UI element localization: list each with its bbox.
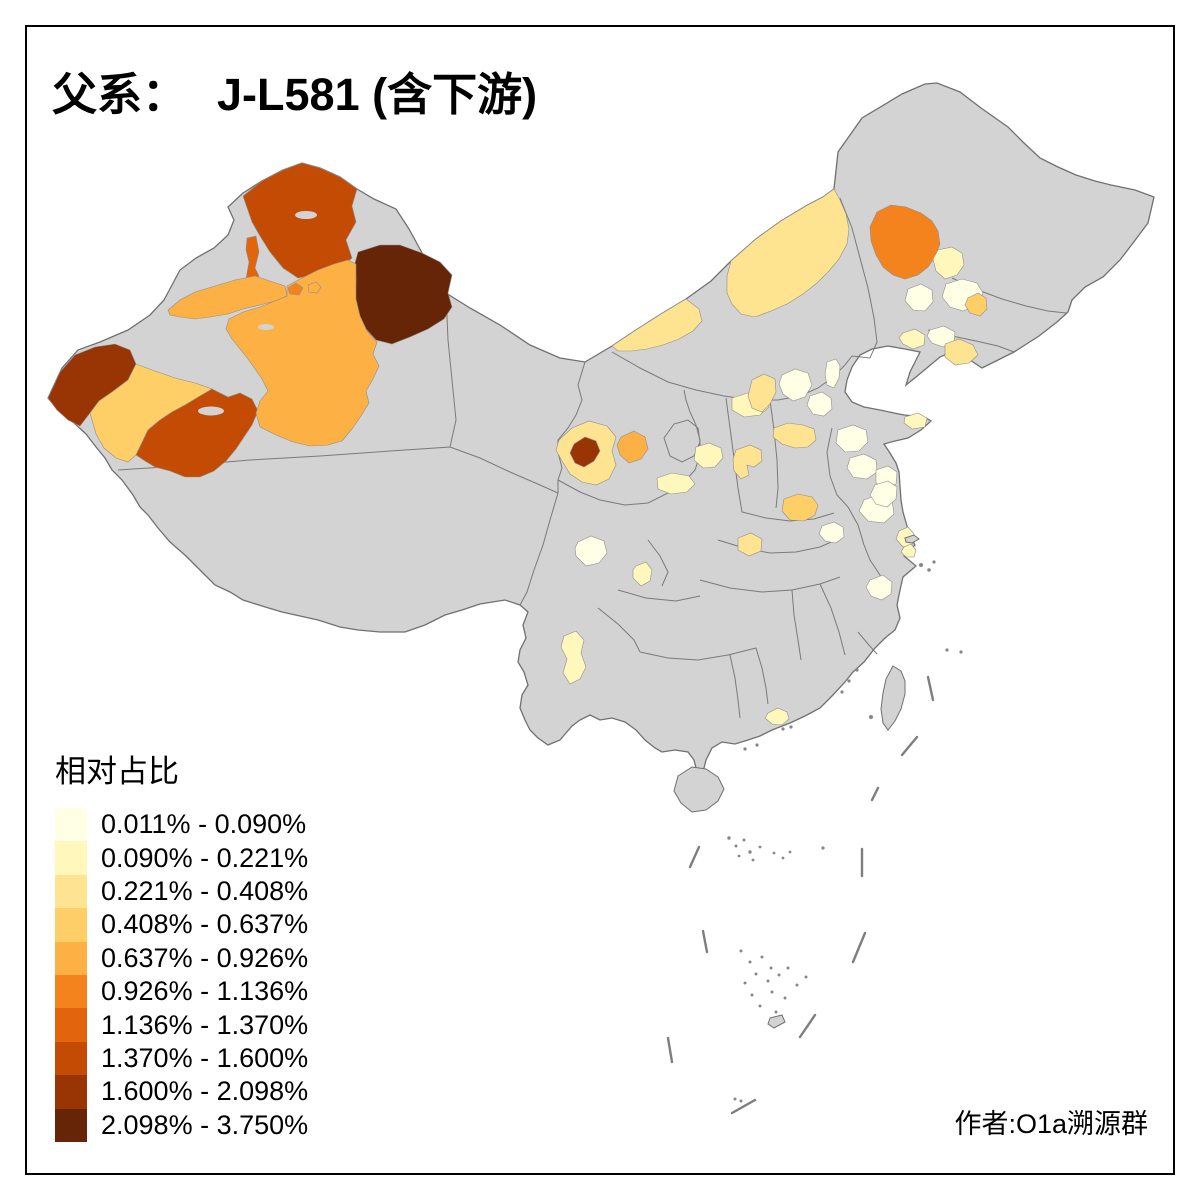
region-xinjiang-bayingolin	[225, 259, 380, 447]
region-heilongjiang-suihua	[932, 246, 965, 280]
region-xinjiang-shihezi-a	[287, 282, 304, 296]
coastal-islets	[743, 560, 963, 751]
region-shaanxi-yanan	[693, 442, 724, 469]
region-liaoning-central	[898, 328, 926, 350]
legend-entry: 0.408% - 0.637%	[55, 908, 309, 942]
legend-entry: 0.011% - 0.090%	[55, 808, 308, 842]
south-china-sea-islets	[727, 836, 825, 1103]
region-shandong-weihai	[903, 412, 928, 430]
islands	[673, 534, 963, 813]
region-zhejiang-hangzhou	[865, 574, 893, 601]
region-guangdong-prd	[764, 707, 790, 726]
taiwan-island	[880, 665, 906, 731]
legend-swatch	[55, 808, 87, 842]
chongming-island	[904, 534, 920, 544]
region-hole-bayingolin	[258, 324, 274, 330]
region-gansu-pingliang	[656, 472, 696, 495]
region-hebei-south	[772, 422, 817, 449]
region-shandong-west	[835, 424, 869, 453]
legend-label: 1.600% - 2.098%	[101, 1076, 309, 1107]
legend-swatch	[55, 874, 87, 909]
legend-entry: 2.098% - 3.750%	[55, 1108, 309, 1142]
region-tianjin	[824, 358, 841, 389]
region-sichuan-chengdu	[574, 535, 608, 567]
region-hebei-shijiazhuang	[747, 373, 777, 413]
region-shanxi-linfen	[732, 444, 763, 480]
region-jilin-songyuan	[964, 292, 988, 317]
region-beijing	[806, 391, 833, 417]
region-hubei-east	[818, 521, 845, 544]
legend-entry: 0.090% - 0.221%	[55, 841, 309, 875]
legend-swatch	[55, 1075, 87, 1109]
attribution: 作者:O1a溯源群	[954, 1109, 1148, 1139]
legend-swatch	[55, 1108, 87, 1142]
legend-label: 0.090% - 0.221%	[101, 842, 309, 873]
region-xinjiang-altay	[242, 162, 358, 279]
region-shandong-central	[846, 453, 878, 480]
region-heilongjiang-qiqihar	[869, 204, 941, 280]
region-gansu-baiyin	[616, 430, 649, 464]
legend-label: 0.221% - 0.408%	[101, 875, 309, 906]
region-sichuan-leshan	[632, 561, 653, 587]
legend-swatch	[55, 1008, 87, 1042]
legend-label: 2.098% - 3.750%	[101, 1109, 309, 1140]
legend-label: 1.370% - 1.600%	[101, 1042, 309, 1073]
plot-frame	[25, 25, 1175, 1175]
nine-dash-line-segments	[666, 675, 935, 1115]
legend-label: 0.011% - 0.090%	[101, 809, 307, 840]
legend-title: 相对占比	[55, 754, 179, 789]
legend-label: 1.136% - 1.370%	[101, 1009, 309, 1040]
region-hole-altay	[295, 211, 317, 219]
region-gansu-lanzhou	[569, 436, 601, 468]
region-yunnan-central	[560, 630, 587, 685]
region-inner-mongolia-west	[611, 298, 703, 352]
region-henan-nanyang	[737, 532, 763, 557]
region-anhui-north	[869, 480, 898, 508]
legend-entry: 1.600% - 2.098%	[55, 1075, 309, 1109]
region-henan-shangqiu	[781, 493, 819, 522]
legend-swatch	[55, 1041, 87, 1076]
legend-label: 0.926% - 1.136%	[101, 976, 309, 1007]
legend-entry: 1.136% - 1.370%	[55, 1008, 309, 1042]
title-label: 父系：	[52, 69, 188, 120]
region-liaoning-dandong	[944, 338, 979, 366]
legend-swatch	[55, 908, 87, 942]
region-shanghai	[900, 543, 917, 558]
legend-label: 0.408% - 0.637%	[101, 909, 309, 940]
islet-sliver	[767, 1014, 786, 1029]
region-hole-kashgar	[198, 406, 224, 416]
legend-entry: 1.370% - 1.600%	[55, 1041, 309, 1076]
legend-entry: 0.221% - 0.408%	[55, 874, 309, 909]
legend-entry: 0.637% - 0.926%	[55, 941, 309, 975]
region-xinjiang-hotan	[135, 388, 259, 478]
legend-label: 0.637% - 0.926%	[101, 942, 309, 973]
legend-entries: 0.011% - 0.090% 0.090% - 0.221% 0.221% - 0…	[55, 808, 308, 1142]
legend-entry: 0.926% - 1.136%	[55, 974, 309, 1009]
region-heilongjiang-harbin-b	[904, 283, 934, 312]
title-value: J-L581 (含下游)	[217, 69, 538, 120]
region-xinjiang-shihezi-b	[307, 281, 322, 294]
region-inner-mongolia-xilingol	[726, 188, 850, 318]
legend: 相对占比 0.011% - 0.090% 0.090% - 0.221% 0.221…	[55, 746, 308, 1142]
region-hebei-zhangjiakou	[778, 368, 813, 402]
legend-swatch	[55, 841, 87, 875]
legend-swatch	[55, 941, 87, 975]
hainan-island	[673, 766, 725, 813]
choropleth-regions	[47, 162, 988, 726]
legend-swatch	[55, 974, 87, 1009]
map-title: 父系： J-L581 (含下游)	[52, 58, 537, 123]
